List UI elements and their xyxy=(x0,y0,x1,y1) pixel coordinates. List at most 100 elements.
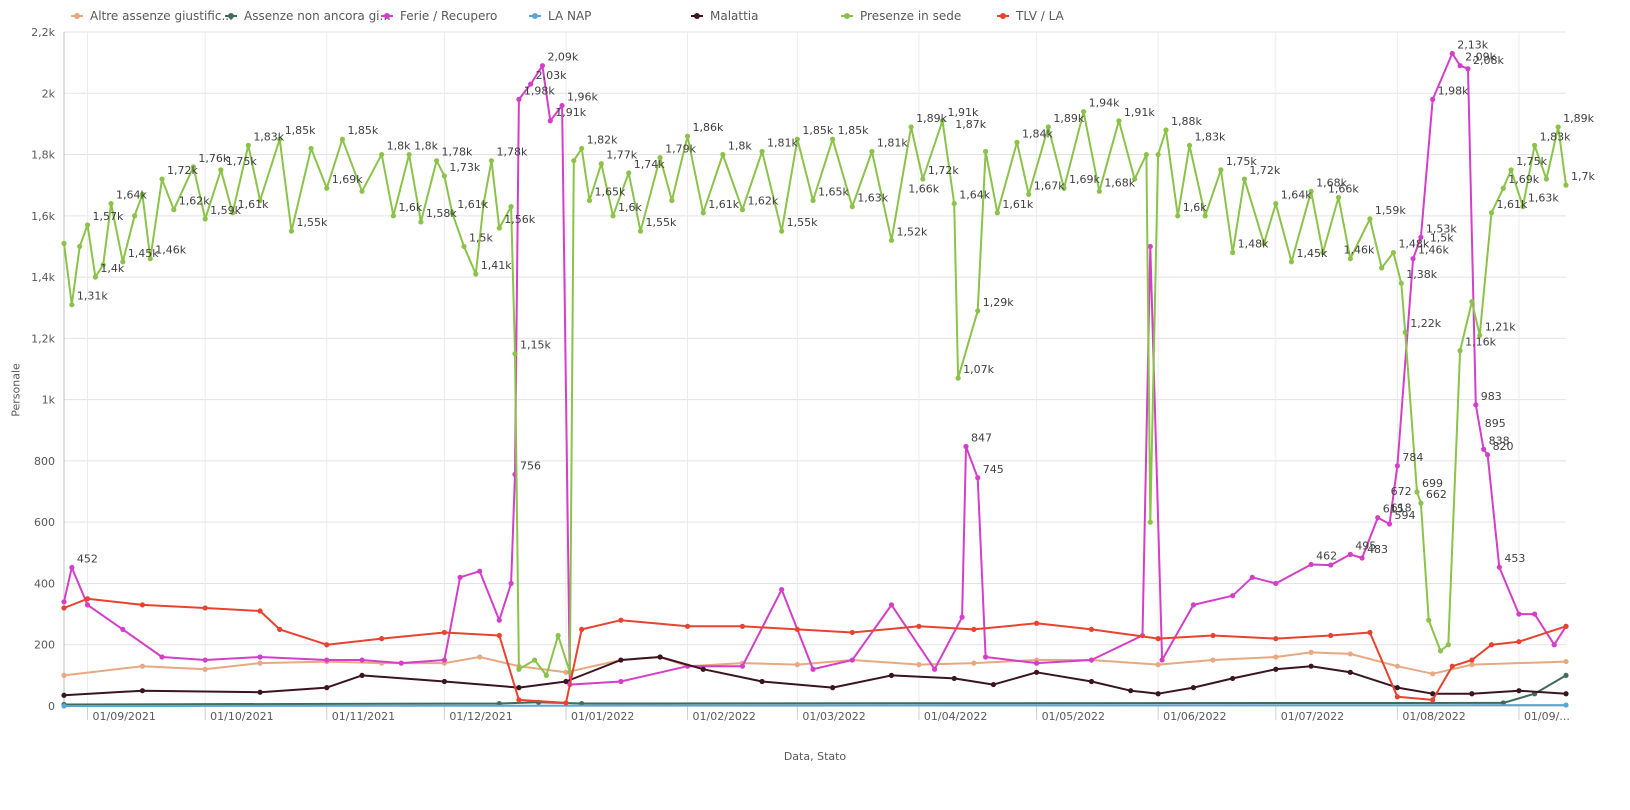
y-tick-label: 1k xyxy=(42,394,56,407)
data-label: 1,83k xyxy=(253,130,284,143)
data-point-presenze-in-sede xyxy=(496,225,502,231)
data-point-tlv-la xyxy=(1430,697,1436,703)
data-point-ferie-recupero xyxy=(1430,96,1436,102)
data-point-presenze-in-sede xyxy=(794,136,800,142)
data-point-malattia xyxy=(61,692,67,698)
x-tick-label: 01/11/2021 xyxy=(332,710,395,723)
data-label: 1,81k xyxy=(877,136,908,149)
data-label: 1,59k xyxy=(210,204,241,217)
data-point-ferie-recupero xyxy=(1308,561,1314,568)
data-point-malattia xyxy=(1190,685,1197,691)
data-label: 1,72k xyxy=(928,164,959,177)
data-point-presenze-in-sede xyxy=(449,210,455,216)
data-point-tlv-la xyxy=(516,697,522,703)
data-point-presenze-in-sede xyxy=(1218,167,1224,173)
data-label: 1,89k xyxy=(1563,112,1594,125)
data-point-ferie-recupero xyxy=(1273,580,1279,587)
data-point-presenze-in-sede xyxy=(1147,519,1153,525)
data-point-presenze-in-sede xyxy=(1543,176,1549,182)
data-point-ferie-recupero xyxy=(559,102,565,109)
legend-label: Presenze in sede xyxy=(860,9,962,23)
data-point-tlv-la xyxy=(1273,636,1279,642)
series-line-altre-assenze-giustific xyxy=(63,651,1567,677)
legend-label: Assenze non ancora gi... xyxy=(244,9,391,23)
data-label: 1,46k xyxy=(1344,244,1375,257)
data-point-presenze-in-sede xyxy=(669,197,675,204)
legend-item[interactable]: Presenze in sede xyxy=(841,6,962,26)
data-point-presenze-in-sede xyxy=(516,666,522,672)
data-label: 1,55k xyxy=(787,216,818,229)
data-point-ferie-recupero xyxy=(1088,657,1095,663)
data-label: 1,61k xyxy=(1002,198,1033,211)
legend-item[interactable]: Altre assenze giustific... xyxy=(71,6,233,26)
data-point-malattia xyxy=(1128,688,1134,694)
data-point-presenze-in-sede xyxy=(108,200,114,207)
legend-swatch-icon xyxy=(71,11,83,21)
data-point-ferie-recupero xyxy=(1375,514,1381,521)
legend-item[interactable]: Ferie / Recupero xyxy=(381,6,497,26)
data-point-tlv-la xyxy=(496,632,502,639)
data-point-malattia xyxy=(990,681,997,688)
data-label: 1,59k xyxy=(1375,204,1406,217)
legend-item[interactable]: LA NAP xyxy=(529,6,591,26)
legend-item[interactable]: TLV / LA xyxy=(997,6,1064,26)
data-point-ferie-recupero xyxy=(1496,564,1502,570)
data-label: 1,84k xyxy=(1022,127,1053,140)
data-point-presenze-in-sede xyxy=(481,200,487,207)
data-label: 1,58k xyxy=(426,207,457,220)
data-label: 1,48k xyxy=(1398,238,1429,251)
data-point-presenze-in-sede xyxy=(1116,118,1122,124)
data-point-malattia xyxy=(657,654,663,660)
data-point-ferie-recupero xyxy=(324,657,330,663)
data-label: 1,94k xyxy=(1089,97,1120,110)
data-label: 1,74k xyxy=(634,158,665,171)
data-point-presenze-in-sede xyxy=(586,197,593,204)
data-point-presenze-in-sede xyxy=(1532,142,1538,148)
data-point-malattia xyxy=(830,685,836,691)
data-point-presenze-in-sede xyxy=(1398,280,1404,286)
data-point-presenze-in-sede xyxy=(1288,259,1295,265)
data-point-malattia xyxy=(359,672,365,678)
data-point-tlv-la xyxy=(739,623,746,629)
y-tick-label: 2,2k xyxy=(31,26,55,39)
data-point-presenze-in-sede xyxy=(1367,216,1373,222)
data-point-presenze-in-sede xyxy=(508,204,514,210)
data-point-presenze-in-sede xyxy=(512,351,518,357)
legend-item[interactable]: Assenze non ancora gi... xyxy=(225,6,391,26)
x-tick-label: 01/08/2022 xyxy=(1402,710,1465,723)
legend-item[interactable]: Malattia xyxy=(691,6,759,26)
data-label: 1,8k xyxy=(414,140,438,153)
data-point-presenze-in-sede xyxy=(908,124,914,130)
data-label: 1,31k xyxy=(77,290,108,303)
data-point-presenze-in-sede xyxy=(888,237,895,243)
data-point-ferie-recupero xyxy=(1457,63,1463,69)
data-point-ferie-recupero xyxy=(932,666,938,672)
data-point-altre-assenze-giustific xyxy=(916,662,922,668)
data-label: 1,67k xyxy=(1034,179,1065,192)
data-label: 756 xyxy=(520,459,541,472)
data-point-presenze-in-sede xyxy=(1175,213,1181,219)
data-label: 1,75k xyxy=(1516,155,1547,168)
data-label: 1,62k xyxy=(179,195,210,208)
data-labels: 1,31k1,57k1,4k1,64k1,45k1,46k1,72k1,62k1… xyxy=(77,38,1596,565)
data-label: 2,13k xyxy=(1457,38,1488,51)
data-point-ferie-recupero xyxy=(1481,446,1487,452)
data-point-malattia xyxy=(759,678,765,685)
data-point-presenze-in-sede xyxy=(171,207,177,213)
data-point-ferie-recupero xyxy=(547,118,553,124)
data-point-presenze-in-sede xyxy=(598,161,604,167)
data-point-altre-assenze-giustific xyxy=(971,660,977,666)
data-point-tlv-la xyxy=(579,626,585,633)
data-label: 820 xyxy=(1493,440,1514,453)
data-label: 1,46k xyxy=(155,244,186,257)
data-point-tlv-la xyxy=(916,623,922,629)
data-point-malattia xyxy=(257,689,263,695)
data-point-malattia xyxy=(700,666,706,672)
data-point-tlv-la xyxy=(563,700,569,706)
data-point-malattia xyxy=(1516,688,1522,694)
data-point-presenze-in-sede xyxy=(120,259,126,265)
data-point-presenze-in-sede xyxy=(245,142,251,148)
data-point-ferie-recupero xyxy=(398,660,404,666)
data-point-ferie-recupero xyxy=(1190,602,1197,608)
data-point-presenze-in-sede xyxy=(1508,167,1514,173)
